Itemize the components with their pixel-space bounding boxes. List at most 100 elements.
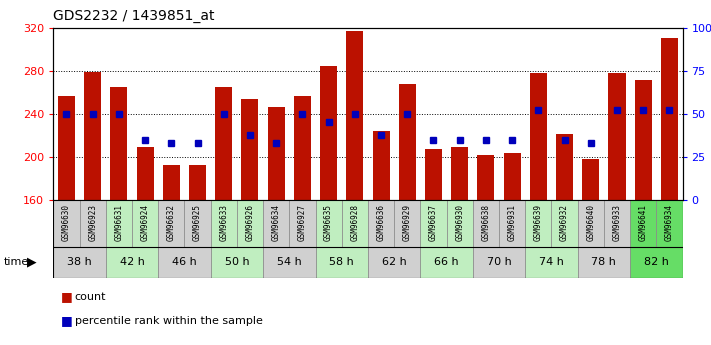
Bar [137, 147, 154, 200]
Bar [630, 200, 656, 247]
Bar [346, 31, 363, 200]
Bar [53, 200, 80, 247]
Bar [473, 247, 525, 278]
Text: 66 h: 66 h [434, 257, 459, 267]
Bar [53, 247, 106, 278]
Bar [210, 247, 263, 278]
Text: GSM96929: GSM96929 [402, 204, 412, 241]
Bar [263, 247, 316, 278]
Bar [84, 72, 101, 200]
Bar [132, 200, 158, 247]
Bar [503, 152, 520, 200]
Bar [447, 200, 473, 247]
Bar [189, 165, 206, 200]
Bar [609, 73, 626, 200]
Bar [451, 147, 469, 200]
Text: GSM96632: GSM96632 [167, 204, 176, 241]
Bar [661, 38, 678, 200]
Text: GSM96925: GSM96925 [193, 204, 202, 241]
Text: 58 h: 58 h [329, 257, 354, 267]
Bar [210, 200, 237, 247]
Text: GSM96640: GSM96640 [587, 204, 595, 241]
Bar [289, 200, 316, 247]
Text: GSM96631: GSM96631 [114, 204, 124, 241]
Text: 82 h: 82 h [644, 257, 669, 267]
Bar [294, 96, 311, 200]
Bar [106, 200, 132, 247]
Bar [316, 200, 342, 247]
Text: 78 h: 78 h [592, 257, 616, 267]
Bar [556, 134, 573, 200]
Text: GSM96928: GSM96928 [351, 204, 359, 241]
Bar [106, 247, 158, 278]
Text: GSM96635: GSM96635 [324, 204, 333, 241]
Bar [267, 107, 284, 200]
Text: GSM96926: GSM96926 [245, 204, 255, 241]
Bar [630, 247, 683, 278]
Bar [477, 155, 494, 200]
Bar [215, 87, 232, 200]
Bar [582, 159, 599, 200]
Text: GSM96630: GSM96630 [62, 204, 71, 241]
Text: GSM96634: GSM96634 [272, 204, 281, 241]
Bar [320, 66, 337, 200]
Text: 62 h: 62 h [382, 257, 407, 267]
Text: GSM96934: GSM96934 [665, 204, 674, 241]
Text: GSM96933: GSM96933 [612, 204, 621, 241]
Bar [525, 200, 552, 247]
Text: ■: ■ [60, 290, 73, 303]
Bar [656, 200, 683, 247]
Text: 70 h: 70 h [486, 257, 511, 267]
Bar [158, 200, 184, 247]
Bar [242, 99, 259, 200]
Text: GSM96636: GSM96636 [377, 204, 385, 241]
Bar [163, 165, 180, 200]
Bar [525, 247, 577, 278]
Text: ■: ■ [60, 314, 73, 327]
Text: 46 h: 46 h [172, 257, 197, 267]
Bar [552, 200, 577, 247]
Text: GDS2232 / 1439851_at: GDS2232 / 1439851_at [53, 9, 215, 23]
Text: GSM96924: GSM96924 [141, 204, 149, 241]
Text: GSM96930: GSM96930 [455, 204, 464, 241]
Bar [635, 80, 652, 200]
Text: percentile rank within the sample: percentile rank within the sample [75, 316, 262, 326]
Text: ▶: ▶ [27, 256, 37, 269]
Text: 54 h: 54 h [277, 257, 301, 267]
Bar [110, 87, 127, 200]
Bar [373, 131, 390, 200]
Text: GSM96633: GSM96633 [219, 204, 228, 241]
Bar [425, 149, 442, 200]
Bar [368, 247, 420, 278]
Bar [368, 200, 394, 247]
Bar [420, 247, 473, 278]
Bar [263, 200, 289, 247]
Text: GSM96932: GSM96932 [560, 204, 569, 241]
Text: count: count [75, 292, 106, 302]
Text: GSM96931: GSM96931 [508, 204, 517, 241]
Bar [394, 200, 420, 247]
Text: GSM96927: GSM96927 [298, 204, 307, 241]
Bar [420, 200, 447, 247]
Bar [530, 73, 547, 200]
Text: GSM96923: GSM96923 [88, 204, 97, 241]
Text: time: time [4, 257, 29, 267]
Bar [184, 200, 210, 247]
Bar [577, 247, 630, 278]
Text: GSM96638: GSM96638 [481, 204, 491, 241]
Bar [473, 200, 499, 247]
Bar [399, 84, 416, 200]
Text: GSM96641: GSM96641 [638, 204, 648, 241]
Text: 74 h: 74 h [539, 257, 564, 267]
Text: GSM96639: GSM96639 [534, 204, 543, 241]
Text: 50 h: 50 h [225, 257, 249, 267]
Bar [604, 200, 630, 247]
Bar [342, 200, 368, 247]
Bar [577, 200, 604, 247]
Text: 42 h: 42 h [119, 257, 144, 267]
Text: GSM96637: GSM96637 [429, 204, 438, 241]
Bar [158, 247, 210, 278]
Text: 38 h: 38 h [67, 257, 92, 267]
Bar [316, 247, 368, 278]
Bar [80, 200, 106, 247]
